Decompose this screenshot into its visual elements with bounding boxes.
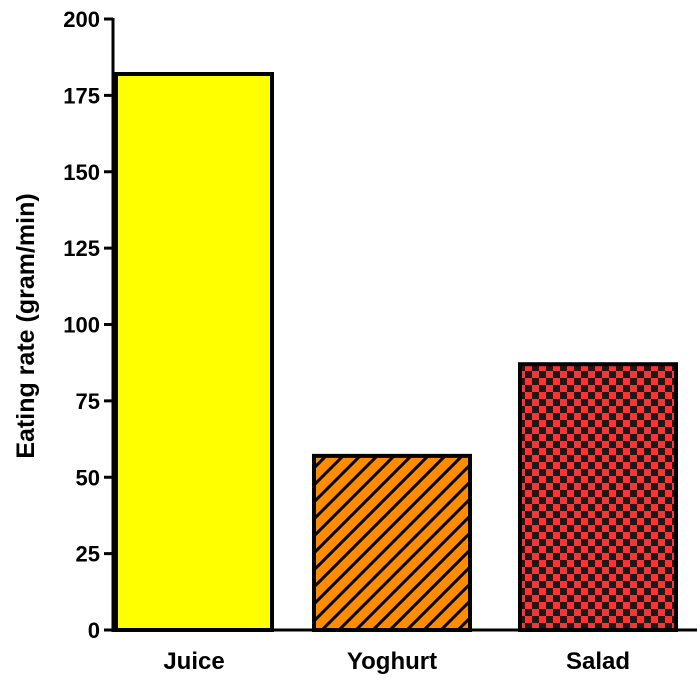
x-category-label: Salad [566, 648, 630, 675]
y-tick-label: 175 [63, 83, 100, 108]
bar-yoghurt [312, 453, 472, 632]
bar-salad [518, 362, 678, 632]
bar-juice [114, 71, 274, 633]
y-tick-label: 0 [88, 618, 100, 643]
x-category-label: Yoghurt [347, 648, 437, 675]
bars-group [114, 71, 678, 633]
y-tick-label: 75 [76, 389, 100, 414]
y-tick-label: 50 [76, 465, 100, 490]
y-axis-label: Eating rate (gram/min) [12, 193, 40, 458]
y-tick-label: 125 [63, 236, 100, 261]
x-category-label: Juice [163, 648, 224, 675]
y-tick-label: 25 [76, 542, 100, 567]
y-tick-label: 200 [63, 7, 100, 32]
y-ticks-group: 0 25 50 75 100 125 150 175 200 [63, 7, 113, 643]
y-tick-label: 150 [63, 160, 100, 185]
y-tick-label: 100 [63, 313, 100, 338]
x-category-labels-group: Juice Yoghurt Salad [163, 648, 630, 675]
